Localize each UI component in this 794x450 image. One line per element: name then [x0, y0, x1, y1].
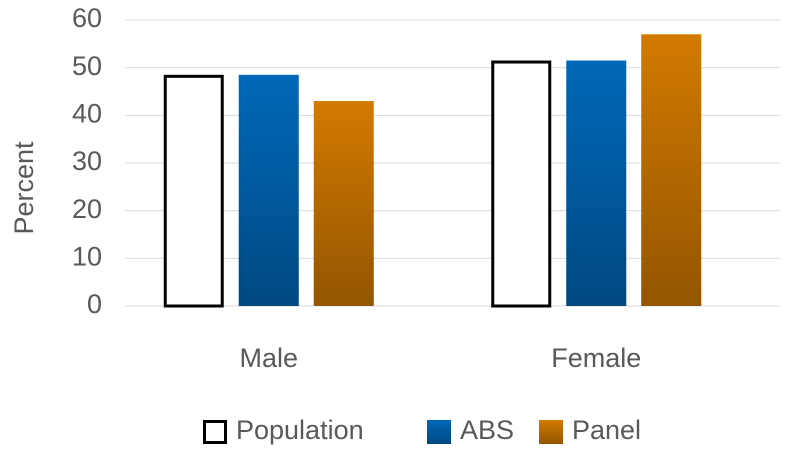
legend-swatch-shading — [539, 420, 563, 444]
legend-label: Population — [236, 415, 364, 445]
legend-label: Panel — [572, 415, 641, 445]
y-axis-label: Percent — [9, 141, 39, 235]
bar-shading — [641, 34, 702, 307]
y-tick-label: 40 — [72, 98, 102, 128]
x-tick-label: Male — [239, 343, 298, 373]
legend-label: ABS — [460, 415, 514, 445]
bar-shading — [566, 60, 627, 307]
bar — [163, 74, 224, 308]
bar — [491, 60, 552, 308]
y-tick-label: 10 — [72, 241, 102, 271]
legend-swatch-shading — [427, 420, 451, 444]
y-tick-label: 60 — [72, 3, 102, 33]
y-tick-label: 50 — [72, 51, 102, 81]
legend-swatch — [203, 420, 227, 444]
x-tick-label: Female — [551, 343, 641, 373]
bar-shading — [313, 101, 374, 307]
y-tick-label: 30 — [72, 146, 102, 176]
y-tick-label: 20 — [72, 194, 102, 224]
y-tick-label: 0 — [87, 289, 102, 319]
bar-shading — [238, 74, 299, 306]
